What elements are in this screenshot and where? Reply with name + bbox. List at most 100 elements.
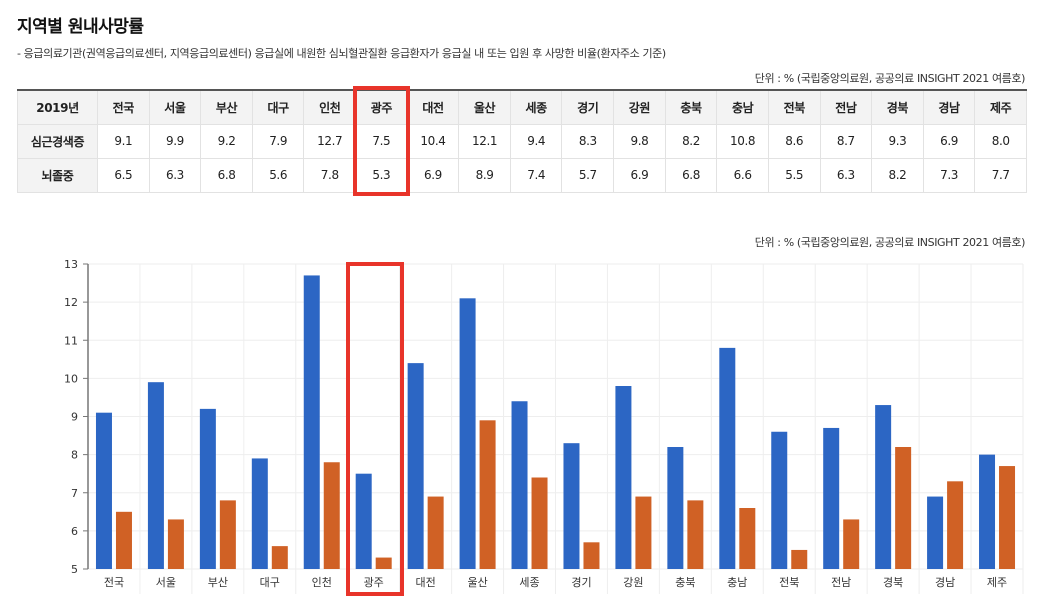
table-cell: 6.8 bbox=[200, 157, 253, 193]
table-cell: 12.7 bbox=[303, 123, 357, 159]
x-category-label: 대전 bbox=[416, 576, 436, 589]
column-header: 부산 bbox=[200, 89, 253, 125]
table-cell: 9.8 bbox=[613, 123, 666, 159]
table-row: 심근경색증 9.1 9.9 9.2 7.9 12.7 7.5 10.4 12.1 9.4 8.3 9.… bbox=[17, 123, 1027, 159]
bar-series-1 bbox=[563, 443, 580, 569]
bar-series-1 bbox=[459, 298, 476, 569]
mortality-table: 2019년 전국 서울 부산 대구 인천 광주 대전 울산 세종 경기 강원 충북 충남 전북 전남 경북 경남… bbox=[17, 89, 1027, 193]
x-category-label: 서울 bbox=[156, 576, 176, 589]
bar-series-1 bbox=[979, 454, 996, 569]
column-header: 경북 bbox=[871, 89, 924, 125]
column-header: 인천 bbox=[303, 89, 357, 125]
row-header: 뇌졸중 bbox=[17, 157, 98, 193]
bar-series-2 bbox=[375, 557, 392, 569]
column-header: 서울 bbox=[148, 89, 202, 125]
bar-series-1 bbox=[147, 382, 164, 569]
table-cell: 7.7 bbox=[974, 157, 1027, 193]
table-cell: 6.3 bbox=[148, 157, 202, 193]
bar-series-2 bbox=[843, 519, 860, 569]
table-cell: 6.8 bbox=[664, 157, 718, 193]
table-cell: 6.9 bbox=[922, 123, 976, 159]
table-cell: 6.5 bbox=[97, 157, 150, 193]
bar-series-1 bbox=[927, 496, 944, 569]
table-cell: 6.3 bbox=[819, 157, 873, 193]
x-category-label: 경기 bbox=[571, 576, 591, 589]
table-cell: 7.8 bbox=[303, 157, 357, 193]
bar-series-1 bbox=[823, 427, 840, 569]
chart-highlight-box bbox=[345, 262, 404, 596]
corner-header: 2019년 bbox=[17, 89, 98, 125]
table-cell: 7.4 bbox=[509, 157, 563, 193]
bar-series-1 bbox=[615, 386, 632, 569]
table-cell: 9.4 bbox=[509, 123, 563, 159]
row-header: 심근경색증 bbox=[17, 123, 98, 159]
table-cell: 5.6 bbox=[251, 157, 305, 193]
column-header: 강원 bbox=[613, 89, 666, 125]
y-tick-label: 7 bbox=[71, 487, 78, 500]
table-cell: 8.0 bbox=[974, 123, 1027, 159]
x-category-label: 제주 bbox=[987, 576, 1007, 589]
column-header: 대전 bbox=[406, 89, 460, 125]
table-cell: 5.5 bbox=[767, 157, 821, 193]
y-tick-label: 6 bbox=[71, 525, 78, 538]
column-header: 전남 bbox=[819, 89, 873, 125]
column-header: 충남 bbox=[716, 89, 769, 125]
table-cell: 5.7 bbox=[561, 157, 615, 193]
table-row: 뇌졸중 6.5 6.3 6.8 5.6 7.8 5.3 6.9 8.9 7.4 5.7 6.9 6.8 6… bbox=[17, 157, 1027, 193]
bar-series-2 bbox=[687, 500, 704, 569]
chart-unit-note: 단위 : % (국립중앙의료원, 공공의료 INSIGHT 2021 여름호) bbox=[754, 236, 1026, 249]
y-tick-label: 9 bbox=[71, 411, 78, 424]
column-header: 광주 bbox=[355, 89, 408, 125]
column-header: 경기 bbox=[561, 89, 615, 125]
y-tick-label: 11 bbox=[64, 334, 78, 347]
table-unit-note: 단위 : % (국립중앙의료원, 공공의료 INSIGHT 2021 여름호) bbox=[754, 72, 1026, 85]
table-cell: 10.4 bbox=[406, 123, 460, 159]
table-cell: 5.3 bbox=[355, 157, 408, 193]
bar-series-2 bbox=[947, 481, 964, 569]
column-header: 제주 bbox=[974, 89, 1027, 125]
table-cell: 8.2 bbox=[664, 123, 718, 159]
column-header: 전국 bbox=[97, 89, 150, 125]
table-cell: 6.9 bbox=[613, 157, 666, 193]
bar-series-2 bbox=[999, 466, 1016, 569]
table-cell: 8.2 bbox=[871, 157, 924, 193]
y-tick-label: 12 bbox=[64, 296, 78, 309]
x-category-label: 세종 bbox=[519, 576, 539, 589]
x-category-label: 울산 bbox=[467, 576, 487, 589]
table-cell: 9.1 bbox=[97, 123, 150, 159]
bar-series-2 bbox=[271, 546, 288, 569]
column-header: 경남 bbox=[922, 89, 976, 125]
bar-series-2 bbox=[531, 477, 548, 569]
bar-series-2 bbox=[635, 496, 652, 569]
column-header: 대구 bbox=[251, 89, 305, 125]
bar-series-2 bbox=[895, 447, 912, 569]
y-tick-label: 8 bbox=[71, 449, 78, 462]
bar-series-1 bbox=[303, 275, 320, 569]
table-cell: 6.9 bbox=[406, 157, 460, 193]
table-cell: 7.3 bbox=[922, 157, 976, 193]
bar-series-1 bbox=[511, 401, 528, 569]
table-cell: 8.6 bbox=[767, 123, 821, 159]
bar-series-1 bbox=[771, 431, 788, 569]
page-description: - 응급의료기관(권역응급의료센터, 지역응급의료센터) 응급실에 내원한 심뇌… bbox=[17, 47, 666, 60]
x-category-label: 광주 bbox=[364, 576, 384, 589]
bar-series-1 bbox=[95, 412, 112, 569]
table-cell: 9.9 bbox=[148, 123, 202, 159]
table-cell: 8.9 bbox=[458, 157, 511, 193]
table-cell: 9.3 bbox=[871, 123, 924, 159]
table-cell: 12.1 bbox=[458, 123, 511, 159]
bar-series-1 bbox=[407, 363, 424, 569]
x-category-label: 충남 bbox=[727, 576, 747, 589]
bar-series-2 bbox=[479, 420, 496, 569]
x-category-label: 전국 bbox=[104, 576, 124, 589]
bar-series-2 bbox=[115, 511, 132, 569]
bar-series-1 bbox=[719, 347, 736, 569]
x-category-label: 전북 bbox=[779, 576, 799, 589]
table-cell: 7.9 bbox=[251, 123, 305, 159]
x-category-label: 부산 bbox=[208, 576, 228, 589]
bar-series-2 bbox=[323, 462, 340, 569]
bar-series-1 bbox=[199, 408, 216, 569]
bar-series-1 bbox=[355, 473, 372, 569]
column-header: 울산 bbox=[458, 89, 511, 125]
column-header: 충북 bbox=[664, 89, 718, 125]
